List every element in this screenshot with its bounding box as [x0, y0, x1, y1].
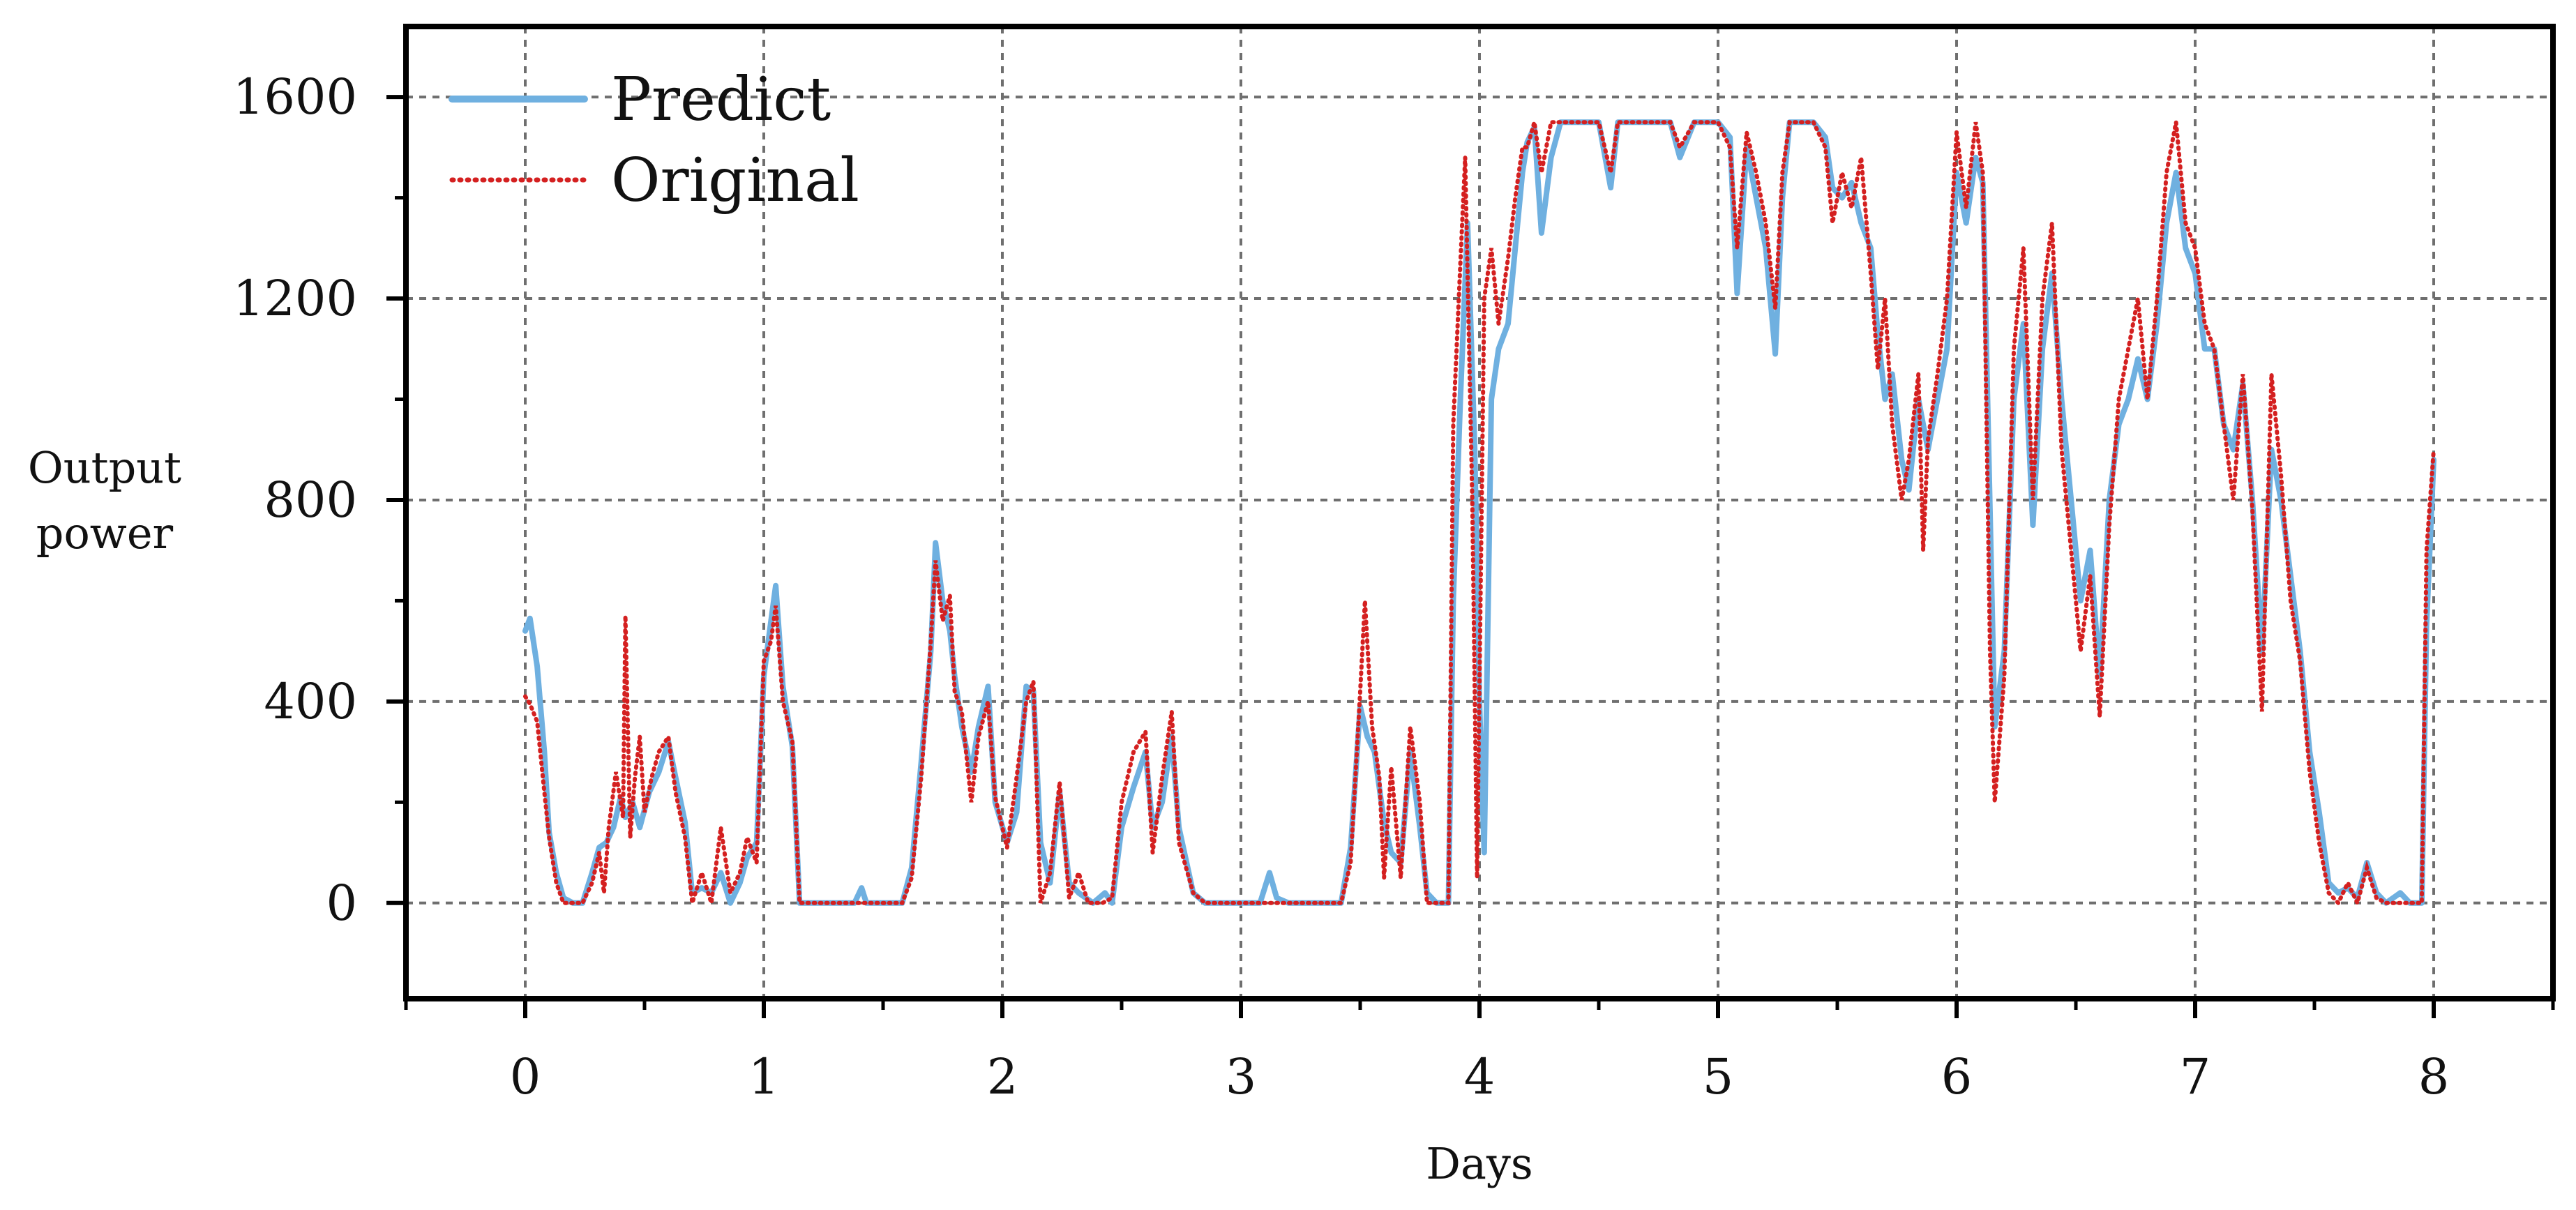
- grid-lines: [406, 27, 2553, 999]
- x-tick-label: 6: [1941, 1048, 1973, 1105]
- x-axis-ticks: 0 1 2 3 4 5 6 7 8: [510, 999, 2450, 1105]
- x-tick-label: 1: [748, 1048, 780, 1105]
- y-tick-label: 400: [264, 673, 357, 730]
- legend-label-predict: Predict: [611, 65, 831, 135]
- series-line-predict: [522, 119, 2436, 906]
- x-tick-label: 3: [1226, 1048, 1257, 1105]
- x-tick-label: 7: [2180, 1048, 2211, 1105]
- x-tick-label: 4: [1464, 1048, 1496, 1105]
- x-tick-label: 8: [2418, 1048, 2450, 1105]
- y-axis-title-line-1: Output: [28, 442, 181, 493]
- y-axis-title-line-2: power: [36, 508, 174, 559]
- x-tick-label: 2: [987, 1048, 1018, 1105]
- y-tick-label: 1200: [233, 270, 357, 327]
- y-tick-label: 0: [326, 875, 357, 932]
- x-tick-label: 5: [1703, 1048, 1734, 1105]
- x-tick-label: 0: [510, 1048, 541, 1105]
- x-axis-title: Days: [1426, 1138, 1533, 1189]
- y-axis-ticks: 0 400 800 1200 1600: [233, 68, 406, 932]
- legend-label-original: Original: [611, 146, 859, 215]
- plot-area: [522, 119, 2436, 909]
- y-tick-label: 1600: [233, 68, 357, 126]
- legend: Predict Original: [449, 65, 859, 215]
- y-tick-label: 800: [264, 471, 357, 529]
- series-line-original: [523, 120, 2436, 909]
